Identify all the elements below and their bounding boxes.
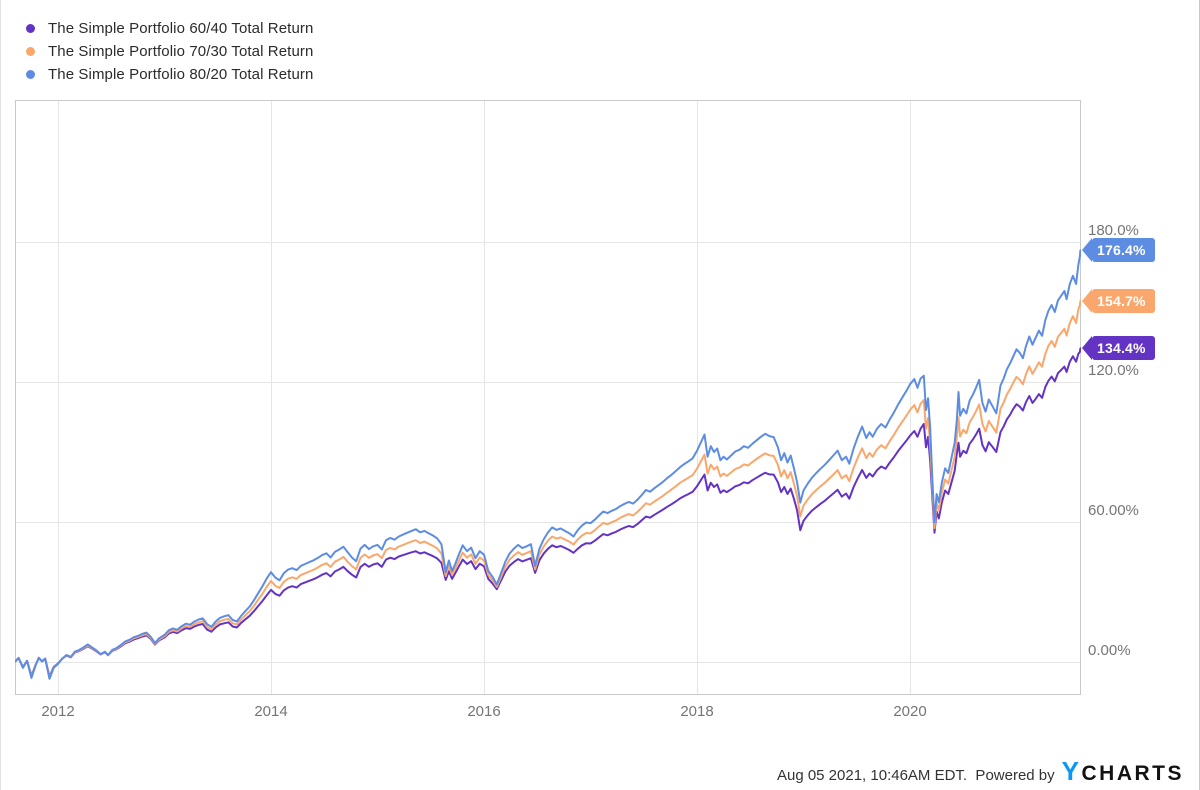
end-value-badge: 176.4%	[1082, 238, 1155, 263]
y-axis-tick-label: 120.0%	[1088, 362, 1139, 379]
badge-pointer-icon	[1082, 336, 1092, 361]
badge-value: 134.4%	[1092, 336, 1155, 361]
timestamp: Aug 05 2021, 10:46AM EDT.	[776, 767, 972, 784]
series-line-6040[interactable]	[15, 347, 1081, 678]
y-axis-tick-label: 180.0%	[1088, 222, 1139, 239]
series-line-8020[interactable]	[15, 249, 1081, 680]
badge-pointer-icon	[1082, 289, 1092, 314]
badge-pointer-icon	[1082, 238, 1092, 263]
ycharts-logo-y: Y	[1061, 756, 1082, 786]
legend-item-70-30[interactable]: The Simple Portfolio 70/30 Total Return	[26, 40, 313, 63]
x-axis-tick-label: 2016	[467, 703, 501, 720]
ycharts-logo-charts: CHARTS	[1081, 762, 1184, 785]
series-line-7030[interactable]	[15, 300, 1081, 679]
chart-footer: Aug 05 2021, 10:46AM EDT. Powered by YCH…	[777, 756, 1184, 787]
x-axis-tick-label: 2012	[41, 703, 75, 720]
end-value-badge: 134.4%	[1082, 336, 1155, 361]
plot-area	[15, 100, 1081, 695]
plot-border	[15, 100, 1081, 695]
series-dot-60-40-icon	[26, 24, 35, 33]
ycharts-logo[interactable]: YCHARTS	[1062, 756, 1184, 787]
legend-label-70-30: The Simple Portfolio 70/30 Total Return	[48, 43, 314, 60]
y-axis-tick-label: 0.00%	[1088, 642, 1131, 659]
legend-item-60-40[interactable]: The Simple Portfolio 60/40 Total Return	[26, 17, 313, 40]
badge-value: 176.4%	[1092, 238, 1155, 263]
x-axis-tick-label: 2014	[254, 703, 288, 720]
legend-label-80-20: The Simple Portfolio 80/20 Total Return	[48, 66, 314, 83]
end-value-badge: 154.7%	[1082, 289, 1155, 314]
x-axis-tick-label: 2020	[893, 703, 927, 720]
badge-value: 154.7%	[1092, 289, 1155, 314]
chart-legend: The Simple Portfolio 60/40 Total Return …	[26, 17, 313, 86]
series-dot-70-30-icon	[26, 47, 35, 56]
x-axis-tick-label: 2018	[680, 703, 714, 720]
legend-label-60-40: The Simple Portfolio 60/40 Total Return	[48, 20, 314, 37]
powered-by-text: Powered by	[971, 767, 1055, 784]
y-axis-tick-label: 60.00%	[1088, 502, 1139, 519]
legend-item-80-20[interactable]: The Simple Portfolio 80/20 Total Return	[26, 63, 313, 86]
series-dot-80-20-icon	[26, 70, 35, 79]
